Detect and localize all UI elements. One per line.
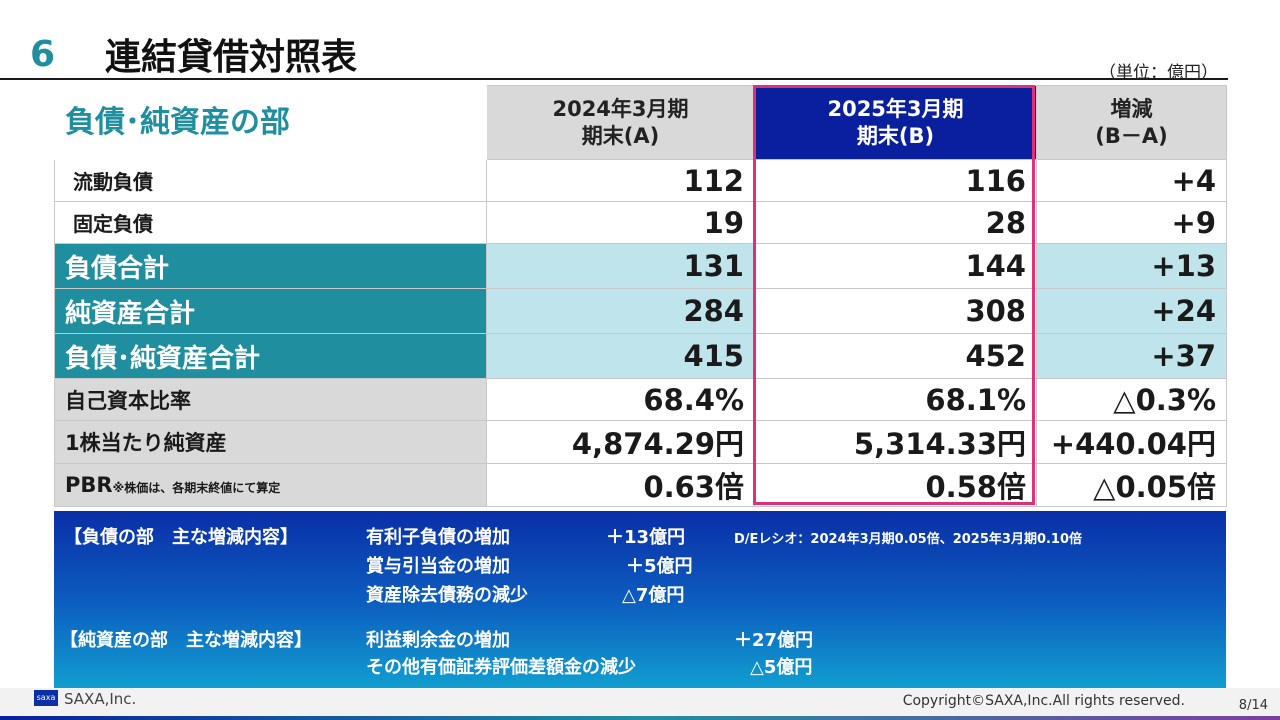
unit-label: （単位：億円） (1099, 63, 1218, 83)
liabilities-item-value: ＋13億円 (606, 527, 686, 548)
equity-item-label: その他有価証券評価差額金の減少 (366, 657, 636, 678)
page-number: 8/14 (1238, 698, 1268, 713)
table-row: PBR※株価は、各期末終値にて算定 0.63倍 0.58倍 △0.05倍 (54, 463, 1227, 507)
cell-b: 28 (754, 201, 1037, 244)
title-divider (0, 78, 1228, 80)
table-header-row: 負債･純資産の部 2024年3月期 期末(A) 2025年3月期 期末(B) 増… (54, 85, 1227, 160)
row-label: 負債･純資産合計 (54, 333, 487, 379)
row-label: 負債合計 (54, 243, 487, 289)
de-ratio-note: D/Eレシオ：2024年3月期0.05倍、2025年3月期0.10倍 (734, 532, 1083, 547)
equity-heading: 【純資産の部 主な増減内容】 (60, 630, 312, 651)
cell-diff: +24 (1036, 288, 1227, 334)
cell-b: 116 (754, 159, 1037, 202)
row-label: 1株当たり純資産 (54, 420, 487, 464)
company-name: SAXA,Inc. (64, 690, 137, 708)
header-col-a: 2024年3月期 期末(A) (486, 85, 755, 160)
table-row: 負債合計 131 144 +13 (54, 243, 1227, 289)
cell-b: 0.58倍 (754, 463, 1037, 507)
liabilities-item-value: △7億円 (622, 585, 685, 606)
cell-a: 415 (486, 333, 755, 379)
pbr-note: ※株価は、各期末終値にて算定 (112, 481, 281, 495)
equity-item-value: △5億円 (750, 657, 813, 678)
row-label: PBR※株価は、各期末終値にて算定 (54, 463, 487, 507)
header-col-diff: 増減 (B－A) (1036, 85, 1227, 160)
cell-b: 144 (754, 243, 1037, 289)
cell-diff: +4 (1036, 159, 1227, 202)
cell-diff: △0.3% (1036, 378, 1227, 421)
cell-diff: +37 (1036, 333, 1227, 379)
liabilities-item-label: 賞与引当金の増加 (366, 556, 510, 577)
cell-a: 4,874.29円 (486, 420, 755, 464)
section-title: 負債･純資産の部 (54, 85, 487, 160)
slide-title: 6 連結貸借対照表 (30, 28, 357, 80)
cell-a: 19 (486, 201, 755, 244)
cell-a: 0.63倍 (486, 463, 755, 507)
table-row: 自己資本比率 68.4% 68.1% △0.3% (54, 378, 1227, 421)
footer (0, 688, 1280, 720)
cell-diff: +440.04円 (1036, 420, 1227, 464)
cell-a: 112 (486, 159, 755, 202)
liabilities-item-label: 有利子負債の増加 (366, 527, 510, 548)
slide-number: 6 (30, 33, 56, 75)
liabilities-item-label: 資産除去債務の減少 (366, 585, 528, 606)
liabilities-item-value: ＋5億円 (626, 556, 693, 577)
cell-a: 284 (486, 288, 755, 334)
equity-item-label: 利益剰余金の増加 (366, 630, 510, 651)
row-label: 固定負債 (54, 201, 487, 244)
row-label: 純資産合計 (54, 288, 487, 334)
table-row: 負債･純資産合計 415 452 +37 (54, 333, 1227, 379)
table-row: 純資産合計 284 308 +24 (54, 288, 1227, 334)
header-col-b: 2025年3月期 期末(B) (754, 85, 1037, 160)
cell-b: 452 (754, 333, 1037, 379)
row-label: 流動負債 (54, 159, 487, 202)
equity-item-value: ＋27億円 (734, 630, 814, 651)
balance-sheet-table: 負債･純資産の部 2024年3月期 期末(A) 2025年3月期 期末(B) 増… (54, 85, 1227, 507)
slide-title-text: 連結貸借対照表 (105, 37, 358, 78)
row-label: 自己資本比率 (54, 378, 487, 421)
table-row: 固定負債 19 28 +9 (54, 201, 1227, 244)
table-row: 流動負債 112 116 +4 (54, 159, 1227, 202)
copyright: Copyright©SAXA,Inc.All rights reserved. (902, 693, 1185, 709)
cell-diff: +13 (1036, 243, 1227, 289)
cell-diff: △0.05倍 (1036, 463, 1227, 507)
cell-b: 68.1% (754, 378, 1037, 421)
footer-accent-line (0, 716, 1280, 720)
table-row: 1株当たり純資産 4,874.29円 5,314.33円 +440.04円 (54, 420, 1227, 464)
liabilities-heading: 【負債の部 主な増減内容】 (64, 527, 298, 548)
cell-b: 308 (754, 288, 1037, 334)
change-summary-panel: 【負債の部 主な増減内容】 有利子負債の増加 ＋13億円 D/Eレシオ：2024… (54, 511, 1226, 688)
cell-a: 68.4% (486, 378, 755, 421)
cell-b: 5,314.33円 (754, 420, 1037, 464)
cell-diff: +9 (1036, 201, 1227, 244)
pbr-label: PBR (65, 473, 113, 497)
cell-a: 131 (486, 243, 755, 289)
company-logo: saxa (34, 690, 58, 706)
